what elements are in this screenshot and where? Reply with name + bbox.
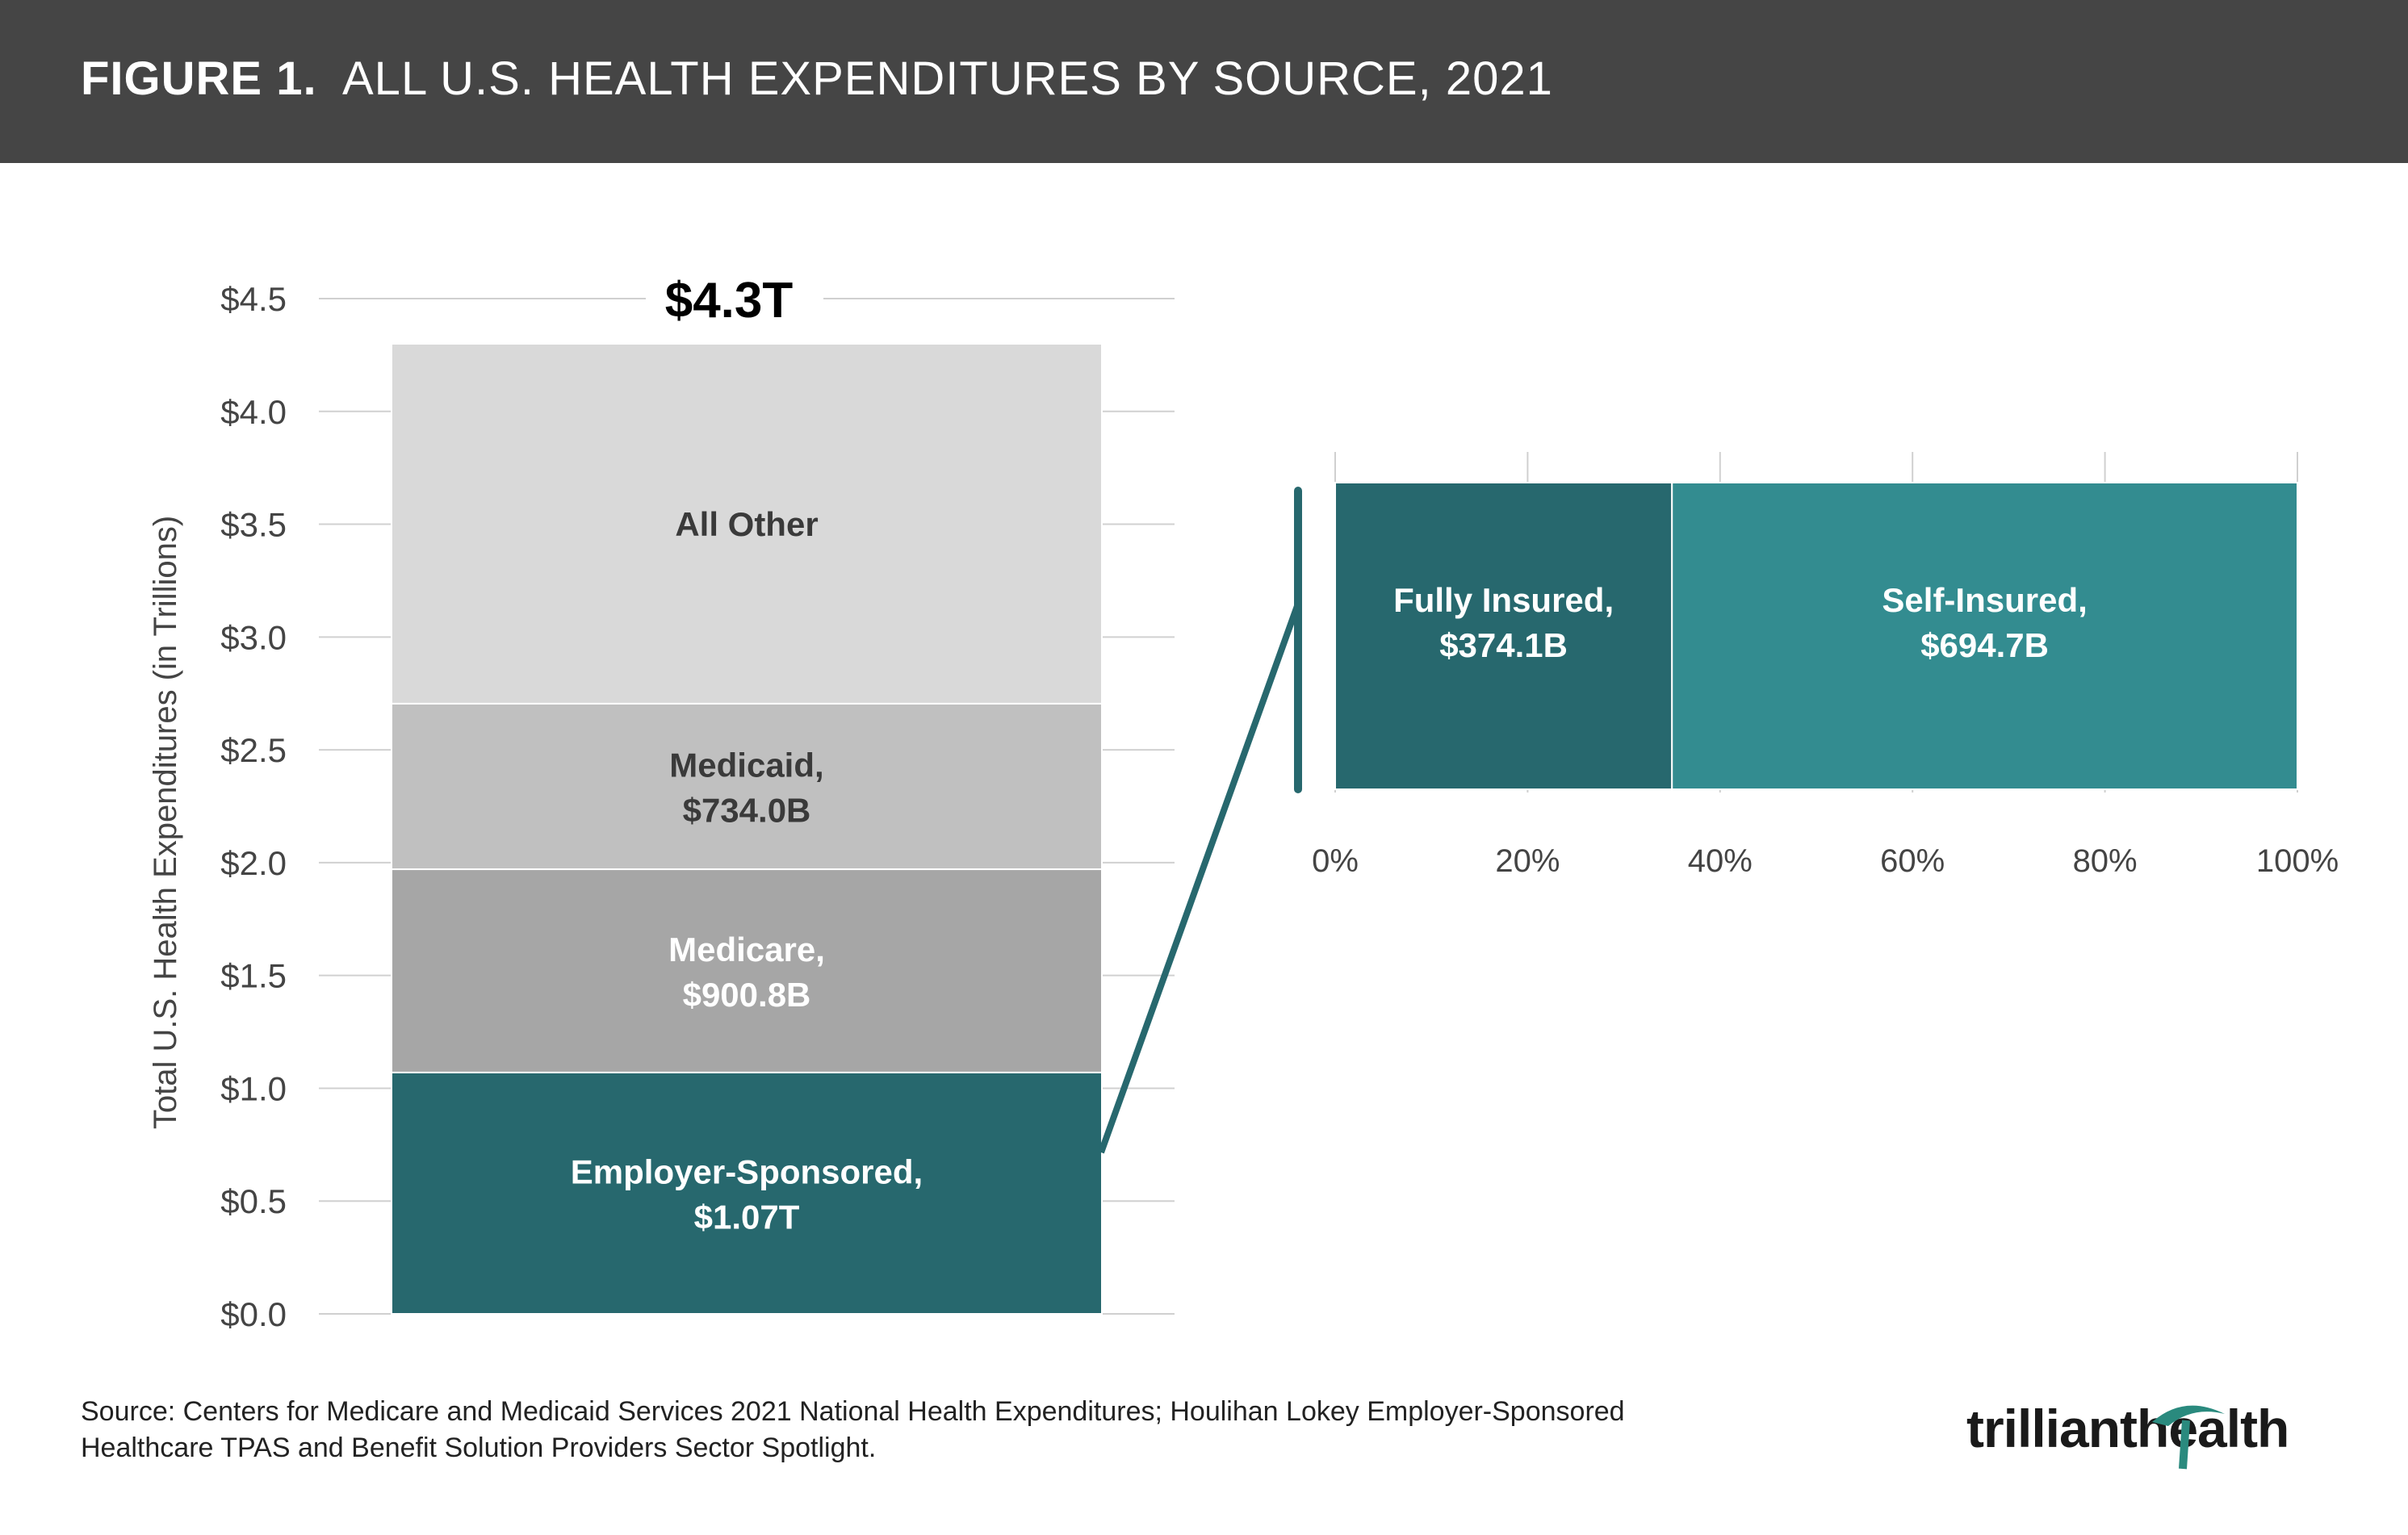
ytick-label: $1.0 (220, 1069, 287, 1107)
ytick-label: $2.0 (220, 844, 287, 882)
bar-segment (1671, 482, 2299, 790)
logo-swoosh-icon (2152, 1405, 2225, 1470)
segment-value: $1.07T (694, 1198, 800, 1236)
xtick-label: 20% (1495, 843, 1560, 879)
segment-label: Medicaid, (669, 746, 823, 784)
source-line-2: Healthcare TPAS and Benefit Solution Pro… (81, 1433, 877, 1463)
logo-text: trillianthealth (1966, 1399, 2289, 1458)
source-line-1: Source: Centers for Medicare and Medicai… (81, 1396, 1625, 1427)
ytick-label: $3.0 (220, 618, 287, 656)
connector-line (1098, 602, 1301, 1154)
bar-segment (391, 702, 1103, 871)
segment-label: Employer-Sponsored, (571, 1152, 923, 1190)
ytick-label: $1.5 (220, 957, 287, 995)
segment-value: $734.0B (683, 791, 811, 829)
segment-label: Self-Insured, (1882, 581, 2087, 619)
ytick-label: $0.0 (220, 1295, 287, 1333)
segment-label: All Other (675, 505, 818, 543)
ytick-label: $4.5 (220, 280, 287, 318)
xtick-label: 80% (2073, 843, 2138, 879)
right-chart-xtick-labels: 0% 20% 40% 60% 80% 100% (1312, 843, 2339, 879)
xtick-label: 100% (2256, 843, 2339, 879)
bar-segment (391, 868, 1103, 1073)
xtick-label: 40% (1688, 843, 1753, 879)
zoom-connector (1098, 487, 1302, 1154)
segment-value: $374.1B (1439, 626, 1568, 664)
ytick-label: $2.5 (220, 731, 287, 769)
trilliant-health-logo: trillianthealth (1966, 1395, 2346, 1470)
segment-label: Medicare, (668, 931, 825, 968)
bar-segment (391, 1071, 1103, 1315)
segment-value: $694.7B (1920, 626, 2049, 664)
xtick-label: 0% (1312, 843, 1359, 879)
bar-segment (1334, 482, 1673, 790)
xtick-label: 60% (1880, 843, 1945, 879)
segment-value: $900.8B (683, 976, 811, 1014)
bar-segment (391, 342, 1103, 705)
right-stacked-bar: Fully Insured, $374.1B Self-Insured, $694.7… (1334, 482, 2299, 790)
figure-title: ALL U.S. HEALTH EXPENDITURES BY SOURCE, … (342, 52, 1553, 105)
expenditure-chart: $0.0 $0.5 $1.0 $1.5 $2.0 $2.5 $3.0 $3.5 $4.0 $4.5… (148, 266, 2339, 1333)
figure-label: FIGURE 1. (81, 52, 317, 105)
ytick-label: $4.0 (220, 393, 287, 431)
left-chart-ytick-labels: $0.0 $0.5 $1.0 $1.5 $2.0 $2.5 $3.0 $3.5 $4.0 $4.5 (220, 280, 287, 1333)
figure-header: FIGURE 1. ALL U.S. HEALTH EXPENDITURES B… (0, 0, 2408, 163)
ytick-label: $0.5 (220, 1182, 287, 1220)
total-label-group: $4.3T (646, 266, 823, 331)
source-note: Source: Centers for Medicare and Medicai… (81, 1394, 1857, 1466)
segment-label: Fully Insured, (1393, 581, 1614, 619)
total-label: $4.3T (665, 273, 794, 328)
ytick-label: $3.5 (220, 506, 287, 544)
total-label-background (646, 266, 823, 331)
y-axis-label: Total U.S. Health Expenditures (in Trill… (148, 516, 183, 1129)
left-stacked-bar: Employer-Sponsored, $1.07T Medicare, $900.8… (391, 342, 1103, 1315)
